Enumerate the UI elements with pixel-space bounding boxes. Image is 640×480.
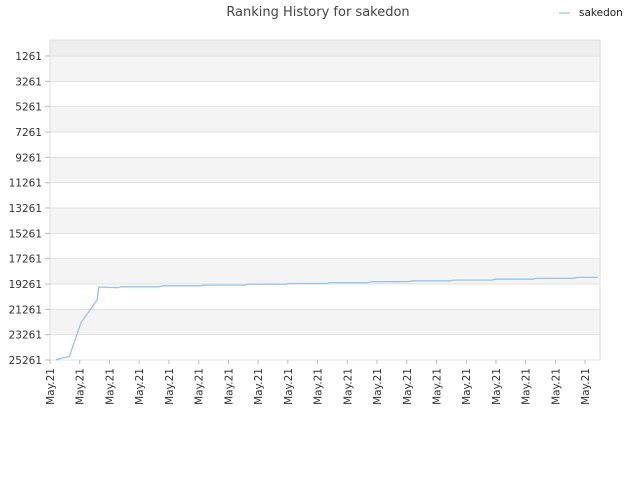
- y-tick-label: 9261: [15, 152, 42, 164]
- plot-band: [50, 182, 600, 208]
- plot-band: [50, 56, 600, 82]
- x-tick-label: May.21: [283, 368, 295, 405]
- y-tick-label: 25261: [9, 355, 42, 367]
- series-line-sakedon: [55, 276, 598, 361]
- y-tick-label: 1261: [15, 51, 42, 63]
- y-tick-label: 19261: [9, 279, 42, 291]
- x-tick-label: May.21: [342, 368, 354, 405]
- x-tick-label: May.21: [372, 368, 384, 405]
- x-tick-label: May.21: [223, 368, 235, 405]
- plot-band: [50, 233, 600, 259]
- x-tick-label: May.21: [104, 368, 116, 405]
- x-tick-label: May.21: [402, 368, 414, 405]
- x-tick-label: May.21: [194, 368, 206, 405]
- y-tick-label: 3261: [15, 76, 42, 88]
- y-axis: 1261 3261 5261 7261 9261 11261 13261 15261 17261…: [9, 51, 600, 367]
- x-tick-label: May.21: [45, 368, 57, 405]
- chart-title: Ranking History for sakedon: [226, 5, 409, 20]
- x-tick-label: May.21: [431, 368, 443, 405]
- legend-label-sakedon: sakedon: [579, 7, 623, 19]
- y-tick-label: 11261: [9, 178, 42, 190]
- plot-band: [50, 157, 600, 183]
- plot-band: [50, 81, 600, 107]
- y-tick-label: 17261: [9, 254, 42, 266]
- series-layer: [55, 276, 598, 361]
- plot-band: [50, 258, 600, 284]
- y-tick-label: 7261: [15, 127, 42, 139]
- plot-band-top: [50, 40, 600, 56]
- plot-band: [50, 309, 600, 335]
- plot-bands: [50, 40, 600, 360]
- plot-band: [50, 334, 600, 360]
- x-tick-label: May.21: [75, 368, 87, 405]
- x-tick-label: May.21: [134, 368, 146, 405]
- x-axis: May.21 May.21 May.21 May.21 May.21 May.21 May.…: [45, 360, 592, 405]
- legend: sakedon: [559, 7, 623, 19]
- y-tick-label: 15261: [9, 228, 42, 240]
- x-tick-label: May.21: [164, 368, 176, 405]
- plot-band: [50, 132, 600, 158]
- plot-band: [50, 208, 600, 234]
- y-tick-label: 21261: [9, 304, 42, 316]
- plot-band: [50, 106, 600, 132]
- x-tick-label: May.21: [580, 368, 592, 405]
- x-tick-label: May.21: [521, 368, 533, 405]
- y-tick-label: 5261: [15, 102, 42, 114]
- x-tick-label: May.21: [253, 368, 265, 405]
- x-tick-label: May.21: [491, 368, 503, 405]
- y-tick-label: 23261: [9, 330, 42, 342]
- y-tick-label: 13261: [9, 203, 42, 215]
- x-tick-label: May.21: [461, 368, 473, 405]
- x-tick-label: May.21: [550, 368, 562, 405]
- plot-band: [50, 284, 600, 310]
- x-tick-label: May.21: [313, 368, 325, 405]
